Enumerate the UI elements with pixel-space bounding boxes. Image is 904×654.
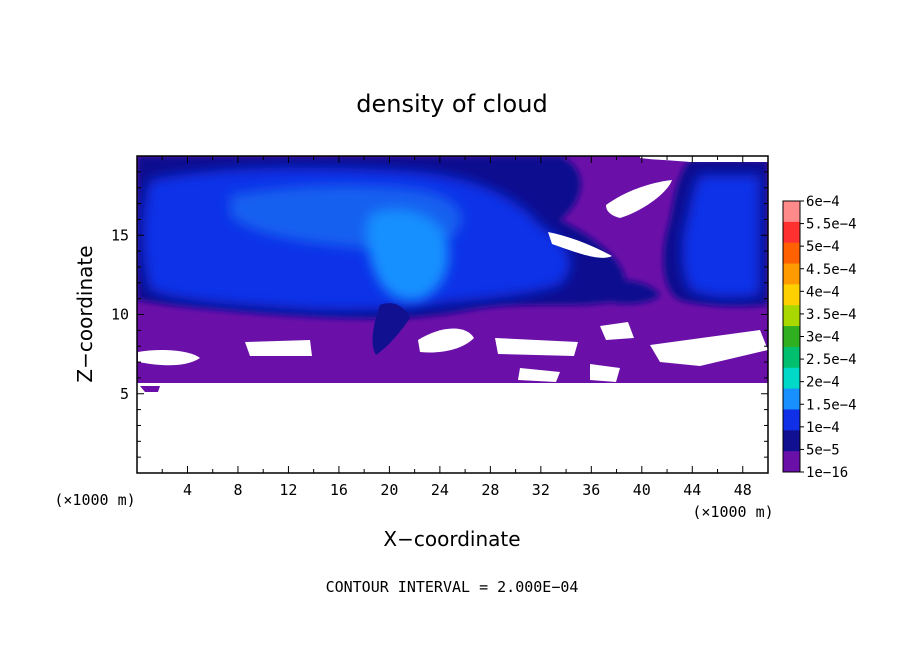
x-tick-label: 36 [582,481,600,499]
colorbar-swatch [783,221,800,244]
cloud-core [230,185,462,301]
colorbar-swatch [783,263,800,285]
x-unit-label-right: (×1000 m) [692,503,773,521]
x-tick-label: 16 [330,481,348,499]
y-tick-label: 5 [120,385,129,403]
x-tick-label: 8 [233,481,242,499]
colorbar-swatch [783,388,800,410]
colorbar-swatch [783,326,800,348]
x-tick-label: 40 [633,481,651,499]
x-tick-label: 28 [481,481,499,499]
colorbar-swatch [783,346,800,369]
colorbar-label: 1e−16 [806,465,848,481]
y-axis: 5 10 15 [111,155,768,474]
chart-title: density of cloud [356,90,547,118]
plot-area [137,156,768,473]
y-tick-label: 15 [111,226,129,244]
colorbar-swatch [783,451,800,473]
colorbar-label: 2.5e−4 [806,352,857,368]
stray-cloud-cell [140,386,160,392]
x-tick-label: 20 [380,481,398,499]
colorbar-label: 1e−4 [806,420,840,436]
x-tick-label: 32 [532,481,550,499]
x-axis: 4 8 12 16 20 24 28 32 36 40 44 48 [136,156,769,499]
x-tick-label: 24 [431,481,449,499]
colorbar-label: 2e−4 [806,375,840,391]
colorbar-label: 3.5e−4 [806,307,857,323]
clear-patches [138,156,768,382]
x-axis-title: X−coordinate [383,527,520,551]
colorbar-swatch [783,430,800,452]
colorbar-label: 1.5e−4 [806,397,857,413]
colorbar-label: 5.5e−4 [806,217,857,233]
updraft-stem [372,303,410,355]
x-tick-label: 44 [683,481,701,499]
colorbar-label: 6e−4 [806,194,840,210]
below-cloud-base [137,383,768,473]
x-unit-label: (×1000 m) [54,491,135,509]
colorbar-swatch [783,409,800,431]
colorbar-swatch [783,242,800,265]
colorbar-label: 4.5e−4 [806,262,857,278]
colorbar-swatch [783,284,800,306]
colorbar: 6e−4 5.5e−4 5e−4 4.5e−4 4e−4 3.5e−4 3e−4 2.5e−4… [782,194,857,481]
colorbar-swatch [783,201,800,223]
x-tick-label: 12 [279,481,297,499]
colorbar-label: 4e−4 [806,284,840,300]
contour-interval-note: CONTOUR INTERVAL = 2.000E−04 [326,578,579,596]
y-tick-label: 10 [111,306,129,324]
colorbar-swatch [783,367,800,390]
colorbar-swatch [783,305,800,327]
colorbar-label: 3e−4 [806,330,840,346]
colorbar-label: 5e−4 [806,239,840,255]
x-tick-label: 4 [183,481,192,499]
y-axis-title: Z−coordinate [73,245,97,382]
x-tick-label: 48 [734,481,752,499]
colorbar-label: 5e−5 [806,442,840,458]
